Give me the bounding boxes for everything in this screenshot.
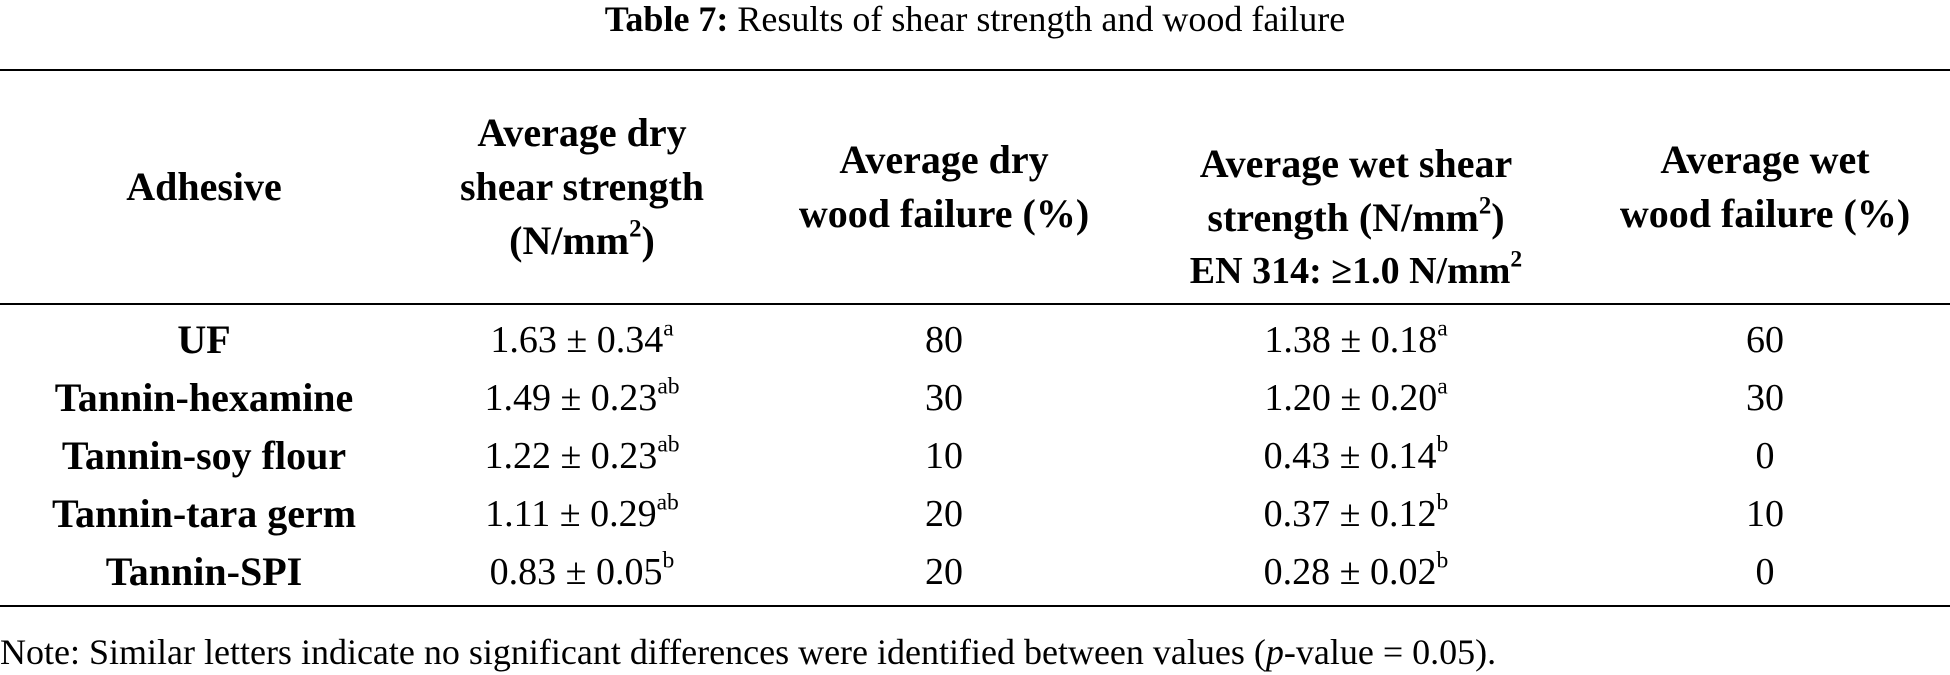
cell-wet-failure: 0 bbox=[1755, 435, 1775, 477]
header-dry-shear-strength: Average dry shear strength (N/mm2) bbox=[459, 110, 705, 263]
table-label: Table 7: bbox=[604, 0, 729, 39]
cell-wet-strength: 0.28 ± 0.02b bbox=[1263, 547, 1449, 593]
table-row: Tannin-tara germ 1.11 ± 0.29ab 20 0.37 ±… bbox=[0, 485, 1950, 543]
cell-adhesive: Tannin-tara germ bbox=[51, 491, 357, 536]
cell-dry-failure: 20 bbox=[925, 493, 963, 535]
table-row: Tannin-SPI 0.83 ± 0.05b 20 0.28 ± 0.02b … bbox=[0, 543, 1950, 606]
table-row: UF 1.63 ± 0.34a 80 1.38 ± 0.18a 60 bbox=[0, 304, 1950, 369]
cell-adhesive: UF bbox=[177, 317, 231, 362]
table-caption: Table 7: Results of shear strength and w… bbox=[0, 0, 1950, 38]
cell-dry-failure: 10 bbox=[925, 435, 963, 477]
cell-dry-strength: 1.49 ± 0.23ab bbox=[484, 373, 680, 419]
cell-dry-failure: 20 bbox=[925, 551, 963, 593]
cell-wet-strength: 1.20 ± 0.20a bbox=[1264, 373, 1448, 419]
table-row: Tannin-hexamine 1.49 ± 0.23ab 30 1.20 ± … bbox=[0, 369, 1950, 427]
table-footnote: Note: Similar letters indicate no signif… bbox=[0, 632, 1497, 672]
table-row: Tannin-soy flour 1.22 ± 0.23ab 10 0.43 ±… bbox=[0, 427, 1950, 485]
cell-dry-strength: 1.22 ± 0.23ab bbox=[484, 431, 680, 477]
cell-wet-failure: 0 bbox=[1755, 551, 1775, 593]
cell-wet-strength: 0.43 ± 0.14b bbox=[1263, 431, 1449, 477]
cell-adhesive: Tannin-hexamine bbox=[54, 375, 354, 420]
header-dry-wood-failure: Average dry wood failure (%) bbox=[798, 137, 1090, 236]
header-wet-shear-strength: Average wet shear strength (N/mm2) bbox=[1199, 141, 1513, 240]
header-standard-requirement: EN 314: ≥1.0 N/mm2 bbox=[1189, 246, 1523, 292]
header-wet-wood-failure: Average wet wood failure (%) bbox=[1619, 137, 1911, 236]
cell-adhesive: Tannin-soy flour bbox=[61, 433, 347, 478]
cell-wet-failure: 30 bbox=[1746, 377, 1784, 419]
table-title: Results of shear strength and wood failu… bbox=[737, 0, 1346, 39]
cell-wet-strength: 1.38 ± 0.18a bbox=[1264, 315, 1448, 361]
cell-dry-strength: 0.83 ± 0.05b bbox=[489, 547, 675, 593]
cell-wet-strength: 0.37 ± 0.12b bbox=[1263, 489, 1449, 535]
cell-wet-failure: 10 bbox=[1746, 493, 1784, 535]
cell-wet-failure: 60 bbox=[1746, 319, 1784, 361]
header-row: Adhesive Average dry shear strength (N/m… bbox=[0, 70, 1950, 263]
results-table: Adhesive Average dry shear strength (N/m… bbox=[0, 69, 1950, 607]
cell-adhesive: Tannin-SPI bbox=[105, 549, 303, 594]
cell-dry-failure: 80 bbox=[925, 319, 963, 361]
header-adhesive: Adhesive bbox=[126, 164, 282, 209]
cell-dry-strength: 1.63 ± 0.34a bbox=[490, 315, 674, 361]
cell-dry-failure: 30 bbox=[925, 377, 963, 419]
cell-dry-strength: 1.11 ± 0.29ab bbox=[485, 489, 679, 535]
